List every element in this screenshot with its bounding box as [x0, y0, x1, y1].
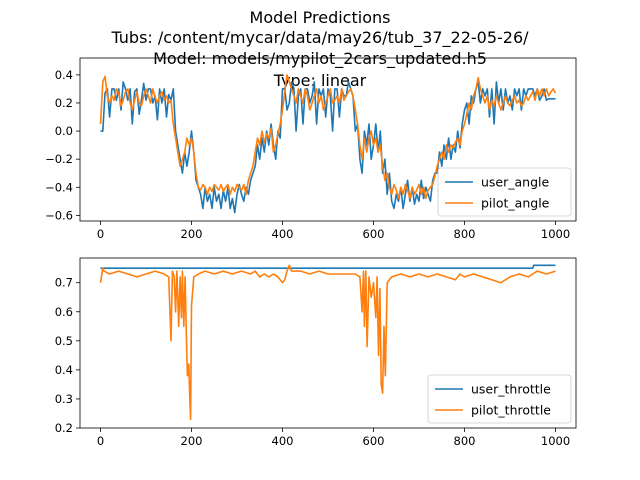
x-tick-label: 200 [181, 227, 203, 241]
y-tick-label: 0.3 [55, 392, 73, 406]
y-tick-label: 0.5 [55, 334, 73, 348]
axes-frame [79, 257, 577, 429]
legend-box [437, 167, 572, 217]
series-line-user-throttle [100, 264, 556, 269]
legend-label: user_throttle [471, 382, 551, 397]
x-tick-label: 400 [272, 434, 294, 448]
chart-title-line-3: Model: models/mypilot_2cars_updated.h5 [153, 49, 487, 68]
series-line-user-angle [100, 81, 556, 214]
y-tick-label: −0.2 [45, 152, 73, 166]
steering-angle-panel: 0 200 400 600 800 1000 −0.6 −0.4 −0.2 0.0 0.2 0.4 us… [45, 57, 577, 241]
x-tick-label: 400 [272, 227, 294, 241]
y-tick-label: −0.6 [45, 208, 73, 222]
legend-label: pilot_angle [481, 196, 550, 211]
x-tick-label: 0 [97, 227, 104, 241]
x-tick-label: 600 [363, 227, 385, 241]
x-tick-label: 200 [181, 434, 203, 448]
chart-title-line-2: Tubs: /content/mycar/data/may26/tub_37_2… [111, 28, 529, 47]
y-tick-label: 0.2 [55, 421, 73, 435]
x-tick-label: 600 [363, 434, 385, 448]
series-line-pilot-angle [99, 74, 557, 200]
chart-title-line-1: Model Predictions [249, 8, 391, 27]
legend-box [427, 374, 572, 424]
y-tick-label: 0.6 [55, 305, 73, 319]
legend-label: user_angle [481, 175, 550, 190]
x-tick-label: 0 [97, 434, 104, 448]
series-group [99, 264, 556, 421]
y-tick-label: 0.4 [55, 68, 73, 82]
legend: user_throttle pilot_throttle [427, 374, 572, 424]
x-tick-label: 800 [454, 434, 476, 448]
x-tick-label: 800 [454, 227, 476, 241]
throttle-panel: 0 200 400 600 800 1000 0.2 0.3 0.4 0.5 0.6 0.7 user_… [55, 257, 577, 448]
y-tick-label: 0.2 [55, 96, 73, 110]
y-tick-label: −0.4 [45, 180, 73, 194]
x-tick-label: 1000 [541, 434, 570, 448]
legend: user_angle pilot_angle [437, 167, 572, 217]
y-tick-label: 0.0 [55, 124, 73, 138]
y-tick-label: 0.7 [55, 276, 73, 290]
y-tick-label: 0.4 [55, 363, 73, 377]
series-line-pilot-throttle [99, 264, 556, 421]
axes-frame [79, 57, 577, 222]
x-tick-label: 1000 [541, 227, 570, 241]
chart-title-line-4: Type: linear [273, 71, 367, 90]
series-group [99, 74, 557, 214]
legend-label: pilot_throttle [471, 403, 551, 418]
